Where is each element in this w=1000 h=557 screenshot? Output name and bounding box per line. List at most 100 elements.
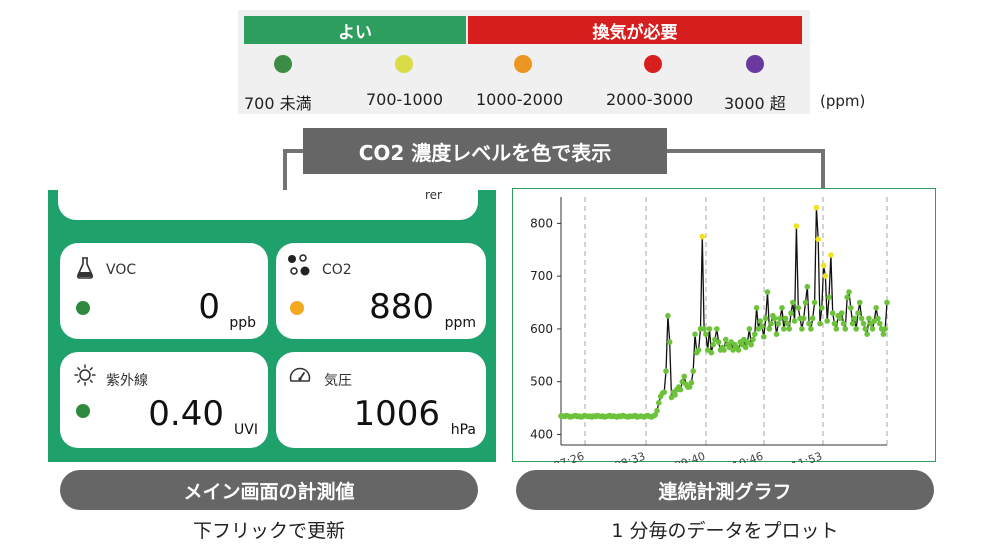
voc-value: 0 [198,287,220,327]
callout-text: CO2 濃度レベルを色で表示 [358,140,612,165]
legend-label-level-4: 2000-3000 [606,90,694,109]
chart-axes [557,197,887,446]
data-point-66 [677,386,684,393]
gauge-icon [288,366,312,386]
callout-connector-right-h [667,149,825,153]
data-point-163 [853,326,859,332]
data-point-168 [862,326,869,332]
data-point-71 [686,384,693,390]
data-point-83 [708,349,715,356]
chart-tick-labels: 400 500 600 700 800 18 07:26 18 08:33 18 09:40 1… [530,216,824,463]
data-point-107 [752,331,758,337]
data-point-162 [851,315,858,322]
data-point-169 [864,331,870,337]
data-point-141 [813,204,820,211]
data-point-53 [654,407,660,414]
data-point-87 [715,339,722,345]
data-point-179 [882,326,888,332]
data-point-133 [799,326,805,332]
co2-level-legend: よい 換気が必要 700 未満 700-1000 1000-2000 2000-… [238,10,810,114]
data-point-148 [826,294,832,301]
uv-card[interactable]: 紫外線 0.40 UVI [60,352,268,448]
chart-pill-text: 連続計測グラフ [658,480,792,503]
voc-status-dot [76,301,90,315]
data-point-170 [866,315,872,322]
data-point-127 [788,310,794,316]
y-tick-label-3: 700 [530,269,553,283]
data-point-115 [766,326,773,332]
top-card-fragment: rer [425,190,442,202]
data-point-63 [672,392,678,398]
legend-dot-level-3 [514,55,532,73]
data-point-121 [777,315,783,322]
data-point-90 [721,347,727,353]
data-point-176 [877,320,883,327]
data-point-74 [692,331,698,337]
data-point-98 [735,347,742,353]
voc-title: VOC [106,262,137,278]
data-point-116 [768,320,774,327]
data-point-178 [880,331,887,337]
main-screen-caption: 下フリックで更新 [192,520,345,542]
top-card-partial: rer [58,190,478,220]
data-point-84 [710,341,716,348]
sun-icon [74,364,96,386]
x-tick-label-0: 18 07:26 [535,450,586,463]
main-screen-pill: メイン画面の計測値 [60,470,478,510]
callout-title: CO2 濃度レベルを色で表示 [303,128,667,174]
x-tick-label-3: 18 10:46 [714,450,765,463]
data-point-111 [759,323,765,330]
data-point-155 [838,310,845,316]
data-point-119 [773,331,780,337]
data-point-120 [775,320,782,327]
data-point-102 [742,344,749,351]
data-point-159 [846,289,852,295]
data-point-60 [666,339,673,345]
main-screen-pill-text: メイン画面の計測値 [183,480,355,503]
co2-unit: ppm [444,315,476,331]
data-point-138 [808,326,814,332]
data-point-161 [849,320,856,327]
voc-card[interactable]: VOC 0 ppb [60,243,268,339]
data-point-79 [701,326,707,332]
data-point-118 [771,315,778,322]
uv-title: 紫外線 [106,373,148,389]
data-point-105 [748,341,754,348]
data-point-58 [663,368,669,374]
data-point-78 [699,233,706,240]
data-point-166 [858,315,865,322]
y-tick-label-1: 500 [530,375,553,389]
callout-connector-right-v [821,149,825,203]
chart-pill: 連続計測グラフ [516,470,934,510]
data-point-123 [781,326,787,332]
data-point-130 [793,223,800,229]
data-point-91 [723,336,729,343]
data-point-156 [840,320,847,327]
pressure-title: 気圧 [324,373,352,389]
data-point-174 [873,305,879,311]
pressure-card[interactable]: 気圧 1006 hPa [276,352,486,448]
data-point-108 [753,305,760,311]
data-point-72 [688,379,695,386]
data-point-82 [706,326,713,332]
data-point-76 [695,347,702,353]
data-point-135 [802,299,809,306]
continuous-chart-panel: 400 500 600 700 800 18 07:26 18 08:33 18 09:40 1… [512,188,936,463]
data-point-136 [804,283,811,290]
data-point-59 [665,312,671,319]
data-point-140 [811,299,818,306]
data-point-164 [855,310,861,316]
legend-label-level-2: 700-1000 [366,90,444,109]
data-point-151 [831,320,838,327]
data-point-125 [784,320,791,327]
data-point-131 [795,305,802,311]
data-point-144 [819,305,825,311]
data-point-57 [661,389,667,395]
data-point-68 [681,373,687,380]
co2-card[interactable]: CO2 880 ppm [276,243,486,339]
co2-status-dot [290,301,304,315]
data-point-142 [815,236,821,242]
data-point-73 [690,368,696,374]
data-point-80 [703,331,709,337]
data-point-134 [800,315,807,322]
